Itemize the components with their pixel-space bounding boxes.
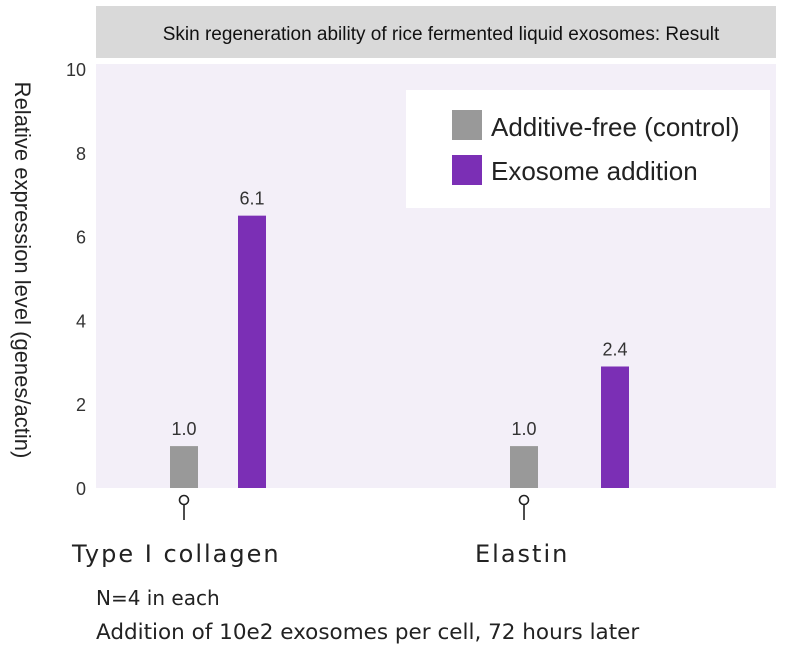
data-label: 1.0 [511, 419, 536, 439]
y-axis-ticks: 0 2 4 6 8 10 [66, 60, 86, 499]
bar [510, 446, 538, 488]
bar [238, 215, 266, 488]
category-marker [518, 494, 530, 506]
category-marker [178, 494, 190, 506]
y-tick-label: 2 [76, 395, 86, 415]
data-label: 1.0 [171, 419, 196, 439]
bar [601, 366, 629, 488]
y-tick-label: 8 [76, 144, 86, 164]
legend-swatch-exosome [452, 155, 482, 185]
y-axis-label-text: Relative expression level (genes/actin) [10, 81, 35, 459]
bars: 1.0 6.1 1.0 2.4 [170, 189, 629, 488]
sample-size-note: N=4 in each [96, 586, 220, 610]
y-tick-label: 6 [76, 228, 86, 248]
data-label: 2.4 [602, 339, 627, 359]
category-markers [178, 494, 530, 520]
legend-label-control: Additive-free (control) [491, 112, 740, 142]
legend-label-exosome: Exosome addition [491, 156, 698, 186]
category-label-collagen: Type I collagen [72, 540, 281, 568]
data-label: 6.1 [239, 189, 264, 209]
bar [170, 446, 198, 488]
title-bar [96, 6, 776, 58]
legend-swatch-control [452, 110, 482, 140]
condition-note: Addition of 10e2 exosomes per cell, 72 h… [96, 620, 640, 645]
y-tick-label: 4 [76, 311, 86, 331]
legend [406, 90, 770, 208]
y-tick-label: 10 [66, 60, 86, 80]
category-label-elastin: Elastin [475, 540, 570, 568]
chart: Skin regeneration ability of rice fermen… [66, 6, 776, 520]
y-axis-label: Relative expression level (genes/actin) [0, 40, 44, 500]
chart-title: Skin regeneration ability of rice fermen… [163, 24, 720, 45]
y-tick-label: 0 [76, 479, 86, 499]
